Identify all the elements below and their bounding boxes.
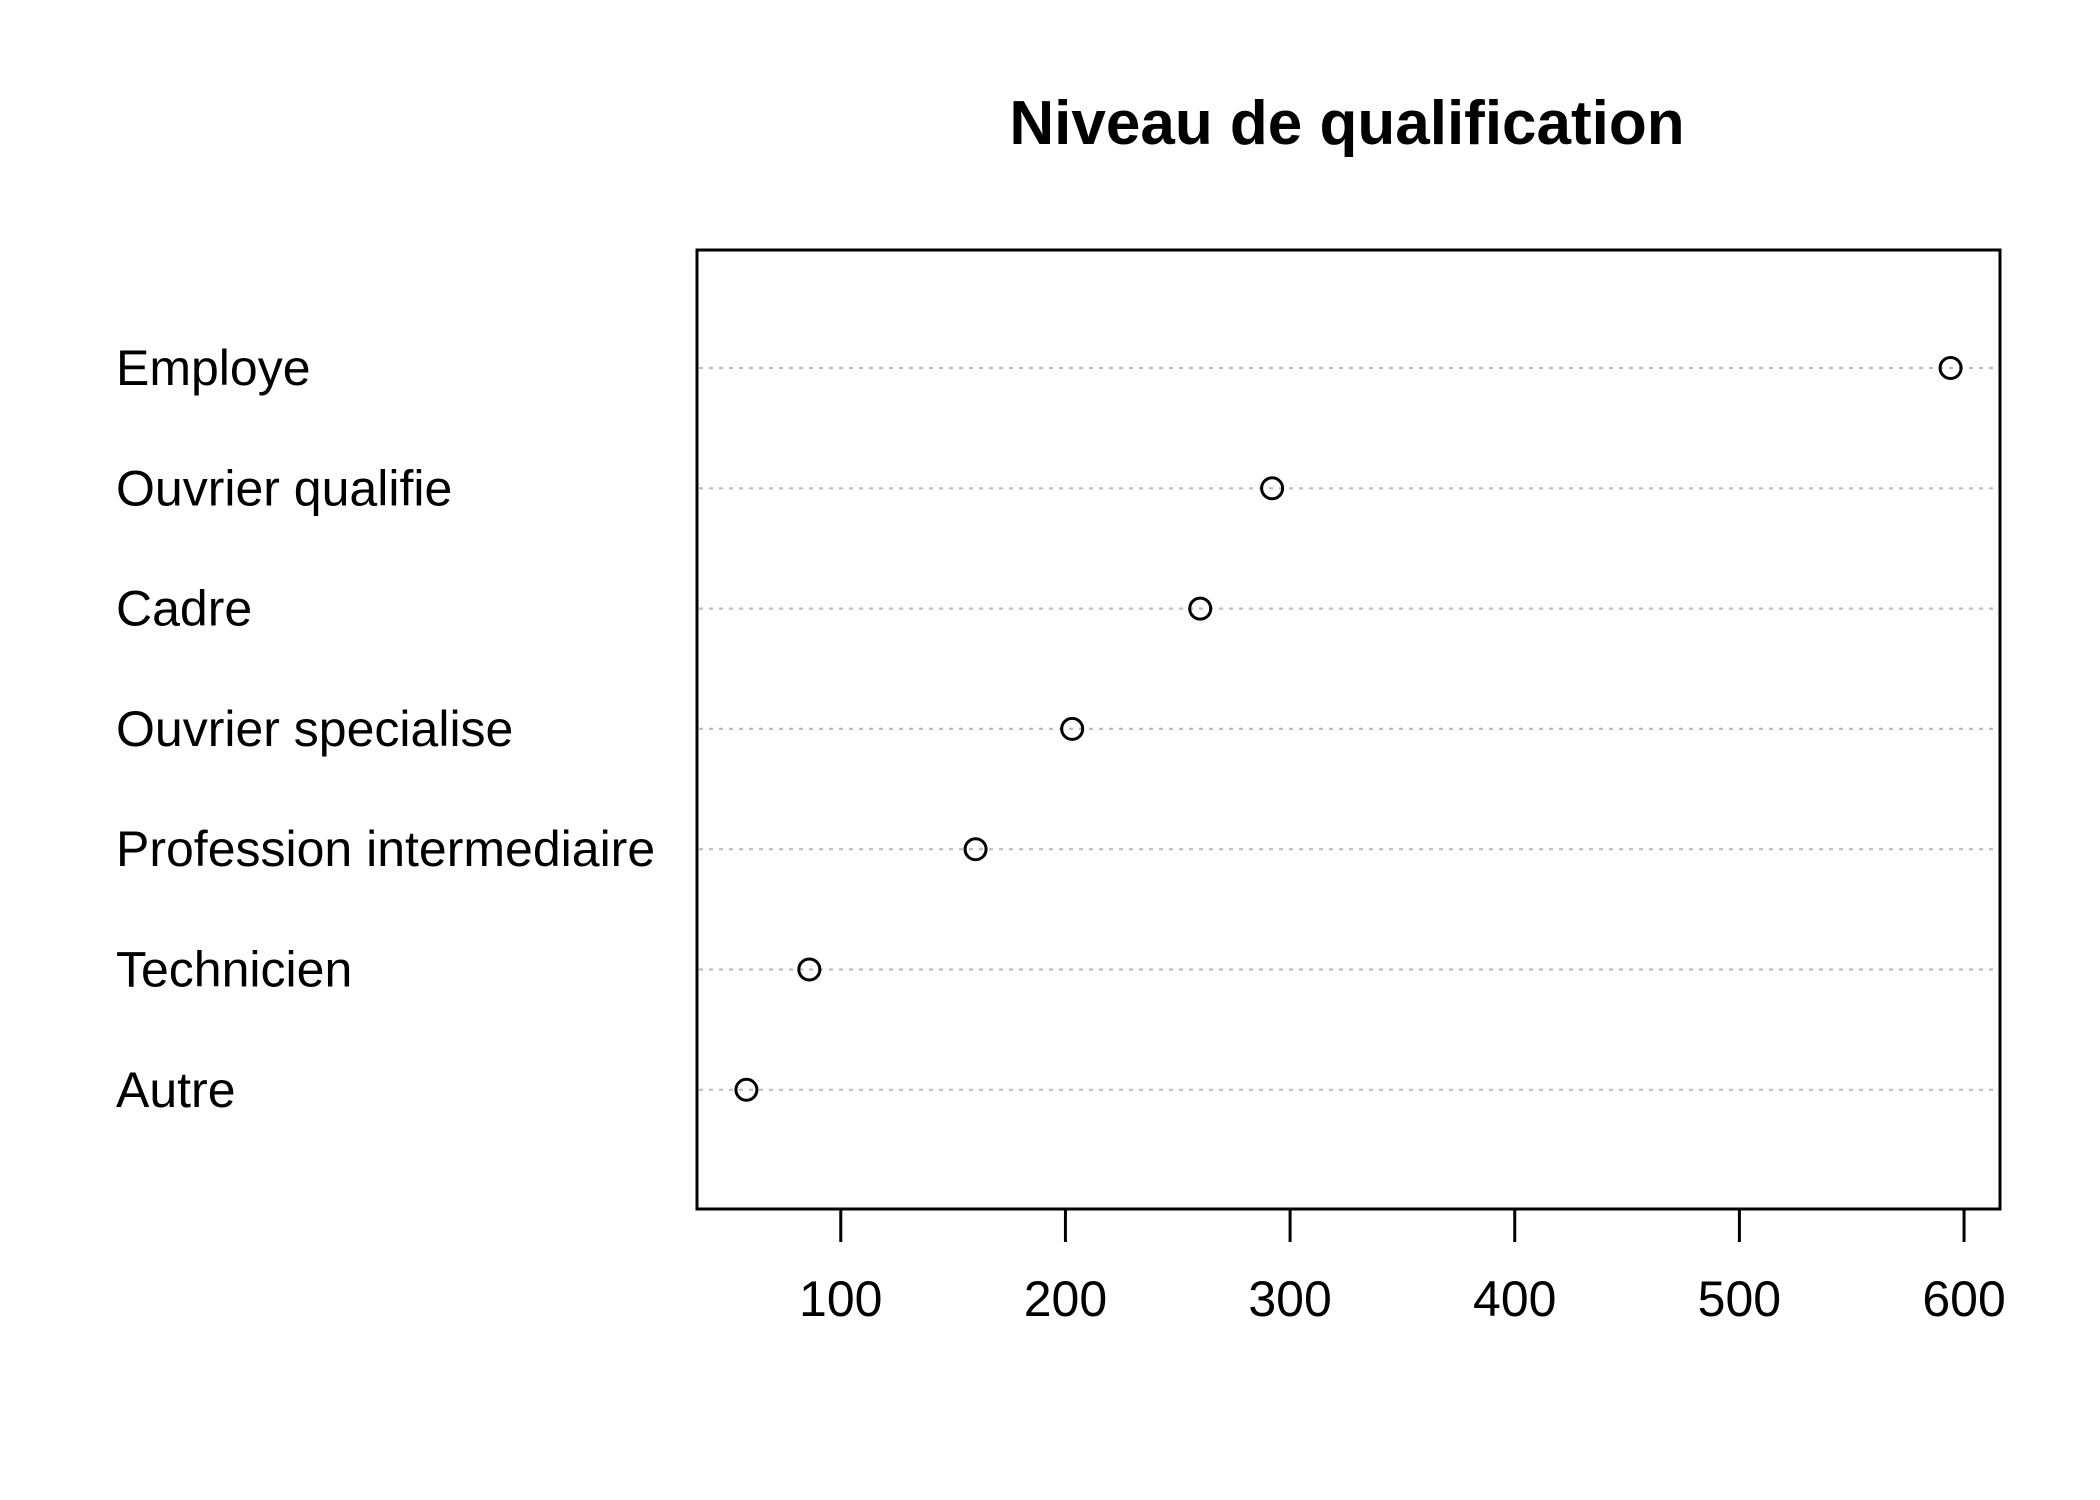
category-label: Profession intermediaire [116, 821, 655, 877]
x-tick-label: 500 [1698, 1271, 1781, 1327]
category-label: Cadre [116, 581, 252, 637]
data-point [1060, 716, 1085, 741]
data-point [734, 1077, 759, 1102]
category-label: Employe [116, 340, 311, 396]
data-point [1188, 596, 1213, 621]
data-points [734, 356, 1963, 1102]
chart-title: Niveau de qualification [1009, 89, 1684, 158]
x-axis: 100 200 300 400 500 600 [799, 1207, 2006, 1327]
data-point [1938, 356, 1963, 380]
category-label: Ouvrier qualifie [116, 460, 452, 516]
category-labels: Employe Ouvrier qualifie Cadre Ouvrier spec… [116, 340, 655, 1118]
x-tick-label: 600 [1922, 1271, 2005, 1327]
data-point [1260, 476, 1285, 501]
category-label: Autre [116, 1062, 236, 1118]
category-label: Ouvrier specialise [116, 701, 513, 757]
x-tick-label: 100 [799, 1271, 882, 1327]
x-tick-label: 300 [1248, 1271, 1331, 1327]
category-label: Technicien [116, 942, 352, 998]
x-tick-label: 400 [1473, 1271, 1556, 1327]
category-guides [699, 366, 1998, 1091]
data-point [797, 957, 822, 982]
x-tick-label: 200 [1024, 1271, 1107, 1327]
data-point [963, 837, 988, 862]
